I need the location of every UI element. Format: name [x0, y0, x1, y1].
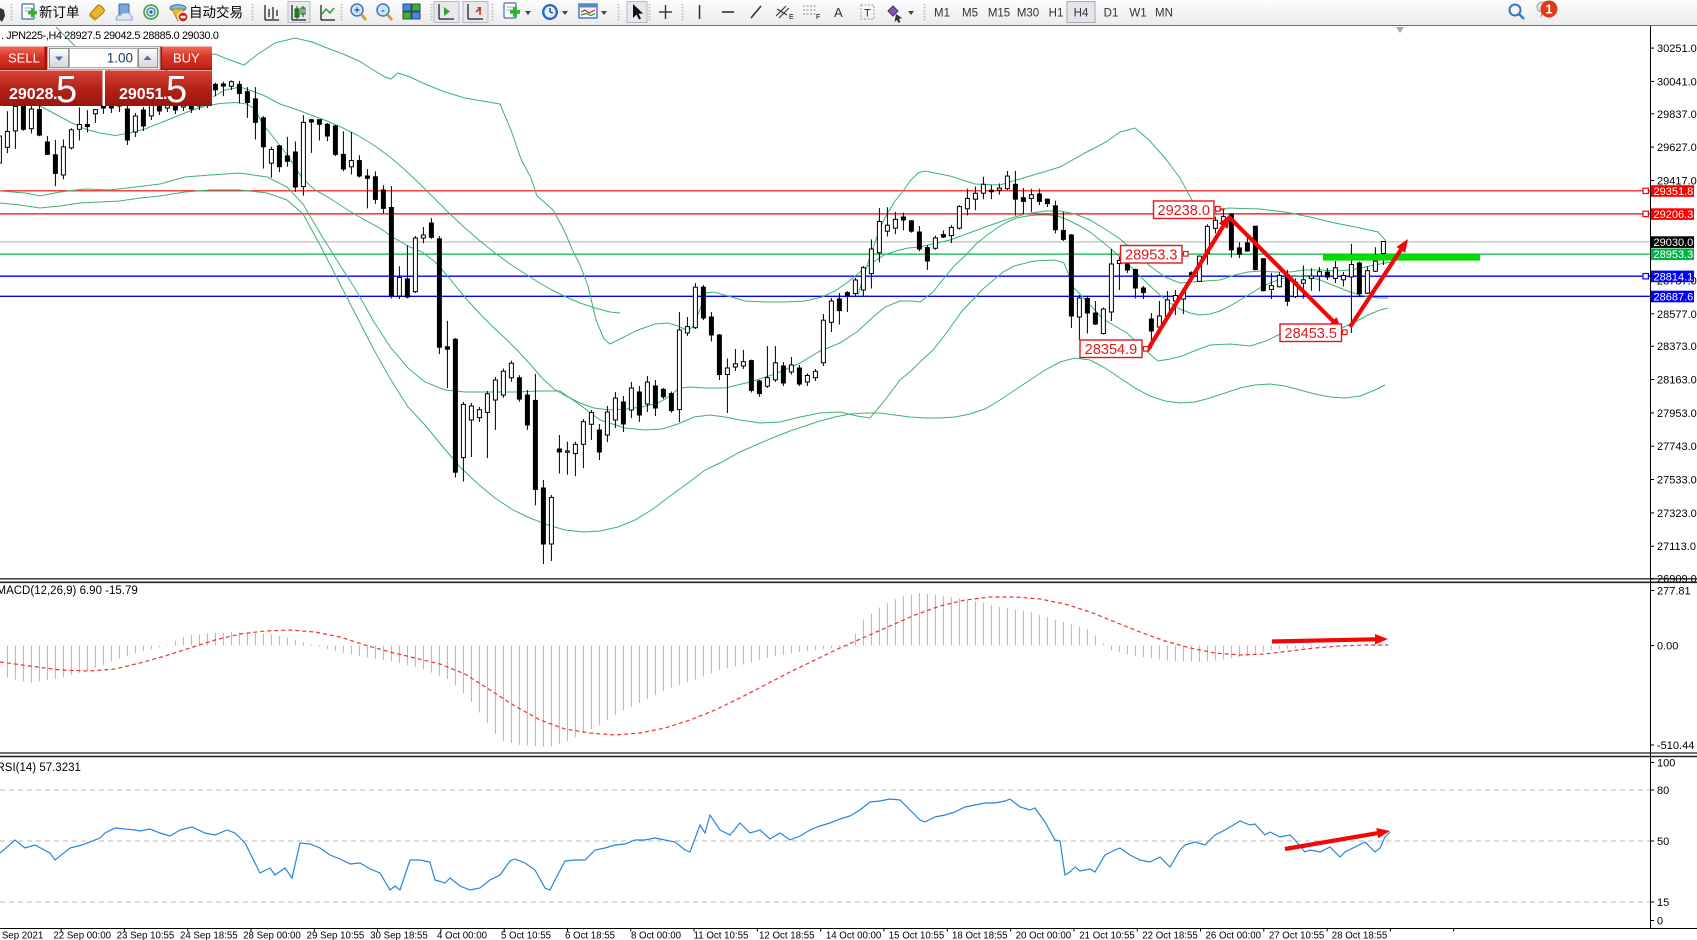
svg-text:28 Oct 18:55: 28 Oct 18:55 [1332, 931, 1387, 940]
svg-text:6 Oct 18:55: 6 Oct 18:55 [565, 931, 615, 940]
svg-text:27113.0: 27113.0 [1657, 541, 1696, 553]
svg-text:23 Sep 10:55: 23 Sep 10:55 [117, 931, 175, 940]
svg-text:29627.0: 29627.0 [1657, 142, 1697, 154]
svg-text:29051: 29051 [119, 86, 164, 103]
svg-text:M30: M30 [1017, 8, 1039, 20]
svg-text:E: E [789, 14, 794, 21]
svg-text:H1: H1 [1049, 8, 1064, 20]
svg-text:21 Oct 10:55: 21 Oct 10:55 [1079, 931, 1134, 940]
svg-text:28687.6: 28687.6 [1654, 291, 1694, 303]
svg-text:5 Oct 10:55: 5 Oct 10:55 [501, 931, 551, 940]
svg-text:-510.44: -510.44 [1657, 740, 1694, 752]
svg-text:28577.0: 28577.0 [1657, 309, 1697, 321]
svg-text:14 Oct 00:00: 14 Oct 00:00 [826, 931, 882, 940]
svg-text:30 Sep 18:55: 30 Sep 18:55 [370, 931, 428, 940]
svg-text:5: 5 [56, 69, 77, 111]
svg-text:29206.3: 29206.3 [1654, 209, 1694, 221]
svg-text:5: 5 [166, 69, 187, 111]
svg-text:27 Oct 10:55: 27 Oct 10:55 [1269, 931, 1324, 940]
svg-text:30251.0: 30251.0 [1657, 43, 1697, 55]
svg-text:18 Oct 18:55: 18 Oct 18:55 [952, 931, 1007, 940]
svg-text:24 Sep 18:55: 24 Sep 18:55 [180, 931, 238, 940]
svg-text:0: 0 [1657, 916, 1663, 928]
svg-text:自动交易: 自动交易 [189, 4, 243, 20]
svg-text:28 Sep 00:00: 28 Sep 00:00 [243, 931, 301, 940]
svg-text:30041.0: 30041.0 [1657, 76, 1697, 88]
svg-text:MN: MN [1155, 8, 1173, 20]
svg-text:A: A [834, 5, 843, 20]
svg-text:. JPN225-,H4 28927.5 29042.5: . JPN225-,H4 28927.5 29042.5 28885.0 290… [1, 30, 219, 42]
svg-text:8 Oct 00:00: 8 Oct 00:00 [631, 931, 682, 940]
svg-text:T: T [864, 8, 871, 20]
svg-text:27953.0: 27953.0 [1657, 408, 1697, 420]
svg-text:1: 1 [1546, 3, 1553, 17]
svg-text:50: 50 [1657, 836, 1669, 848]
svg-text:29417.0: 29417.0 [1657, 176, 1697, 188]
svg-text:100: 100 [1657, 758, 1675, 770]
svg-text:15: 15 [1657, 897, 1669, 909]
svg-text:29837.0: 29837.0 [1657, 109, 1697, 121]
svg-text:BUY: BUY [173, 51, 200, 66]
svg-text:15 Oct 10:55: 15 Oct 10:55 [889, 931, 944, 940]
svg-text:27533.0: 27533.0 [1657, 475, 1697, 487]
svg-text:11 Oct 10:55: 11 Oct 10:55 [694, 931, 749, 940]
svg-text:RSI(14) 57.3231: RSI(14) 57.3231 [0, 762, 81, 774]
svg-text:20 Oct 00:00: 20 Oct 00:00 [1016, 931, 1072, 940]
svg-text:+: + [354, 6, 360, 17]
svg-text:29351.8: 29351.8 [1654, 186, 1694, 198]
svg-text:80: 80 [1657, 785, 1669, 797]
svg-text:28453.5: 28453.5 [1285, 326, 1337, 342]
svg-text:29030.0: 29030.0 [1654, 237, 1694, 249]
svg-text:M5: M5 [962, 8, 978, 20]
svg-text:27743.0: 27743.0 [1657, 441, 1697, 453]
svg-text:28953.3: 28953.3 [1125, 247, 1177, 263]
svg-text:-: - [381, 6, 384, 17]
svg-text:M15: M15 [988, 8, 1010, 20]
svg-text:0.00: 0.00 [1657, 641, 1678, 653]
svg-text:4 Oct 00:00: 4 Oct 00:00 [437, 931, 488, 940]
svg-text:26909.0: 26909.0 [1657, 574, 1697, 586]
svg-text:28373.0: 28373.0 [1657, 341, 1697, 353]
svg-text:29028: 29028 [9, 86, 54, 103]
svg-text:277.81: 277.81 [1657, 586, 1691, 598]
svg-text:W1: W1 [1129, 8, 1146, 20]
svg-text:22 Sep 00:00: 22 Sep 00:00 [53, 931, 111, 940]
svg-text:29 Sep 10:55: 29 Sep 10:55 [307, 931, 365, 940]
svg-text:27323.0: 27323.0 [1657, 508, 1697, 520]
svg-text:H4: H4 [1074, 8, 1089, 20]
svg-text:28814.1: 28814.1 [1654, 271, 1694, 283]
svg-text:26 Oct 00:00: 26 Oct 00:00 [1206, 931, 1262, 940]
svg-text:Sep 2021: Sep 2021 [2, 931, 43, 940]
svg-text:M1: M1 [934, 8, 950, 20]
svg-text:.: . [163, 86, 167, 103]
svg-text:22 Oct 18:55: 22 Oct 18:55 [1142, 931, 1197, 940]
svg-text:12 Oct 18:55: 12 Oct 18:55 [759, 931, 814, 940]
svg-text:新订单: 新订单 [39, 5, 80, 20]
svg-text:28953.3: 28953.3 [1654, 249, 1694, 261]
svg-text:MACD(12,26,9) 6.90 -15.79: MACD(12,26,9) 6.90 -15.79 [0, 585, 138, 597]
svg-text:28163.0: 28163.0 [1657, 375, 1697, 387]
svg-text:29238.0: 29238.0 [1158, 203, 1210, 219]
svg-text:28354.9: 28354.9 [1085, 342, 1137, 358]
svg-text:D1: D1 [1104, 8, 1119, 20]
svg-text:SELL: SELL [8, 51, 40, 66]
svg-text:1.00: 1.00 [107, 51, 133, 66]
svg-text:.: . [53, 86, 57, 103]
svg-text:F: F [816, 14, 820, 21]
